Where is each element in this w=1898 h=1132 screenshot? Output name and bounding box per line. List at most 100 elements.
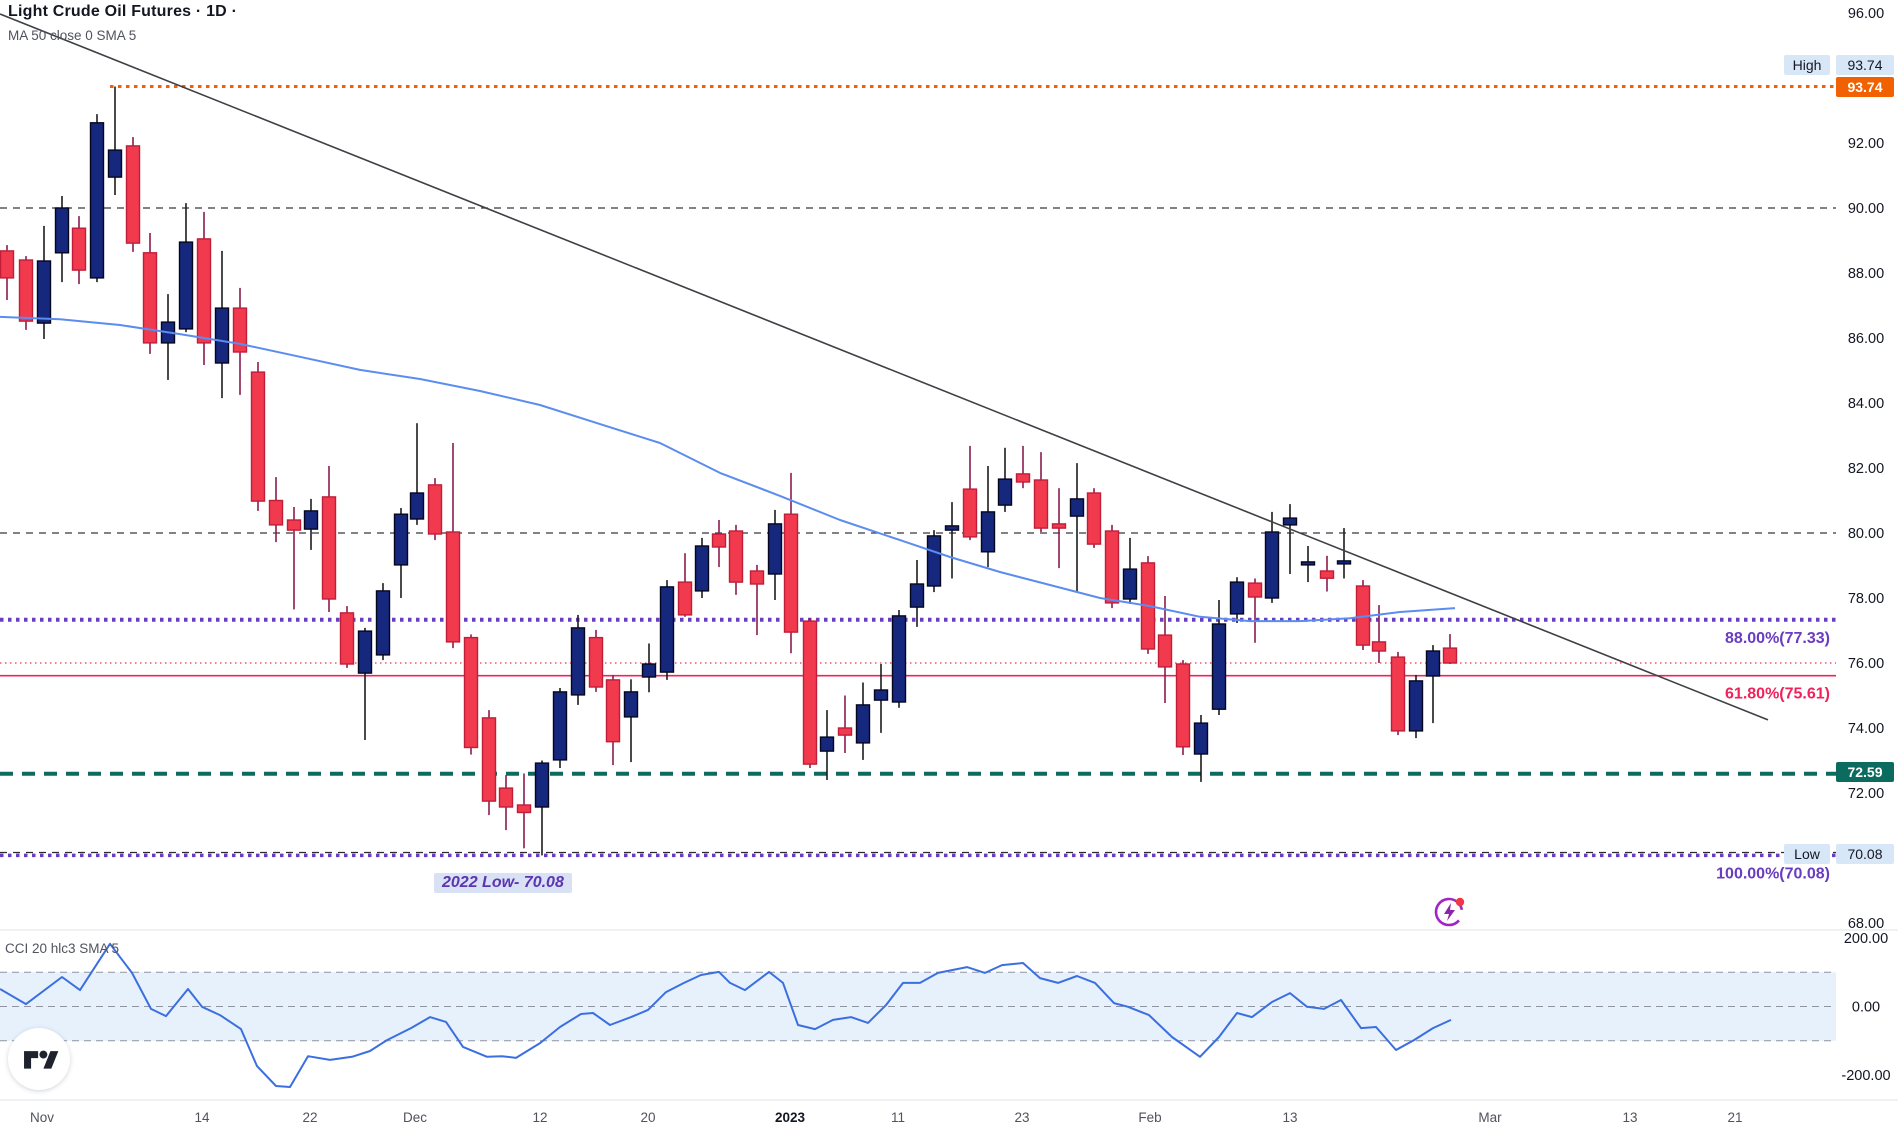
candle[interactable] xyxy=(36,225,52,339)
candle[interactable] xyxy=(1069,463,1085,593)
low-annotation-note[interactable]: 2022 Low- 70.08 xyxy=(434,873,572,893)
candle[interactable] xyxy=(178,203,194,333)
candle[interactable] xyxy=(873,664,889,733)
candle-body xyxy=(534,762,550,808)
candle[interactable] xyxy=(802,618,818,768)
candle[interactable] xyxy=(1282,504,1298,574)
candle[interactable] xyxy=(980,466,996,568)
candle[interactable] xyxy=(570,614,586,705)
candle-body xyxy=(711,533,727,548)
candle[interactable] xyxy=(1336,528,1352,579)
candle[interactable] xyxy=(1086,488,1102,548)
candle[interactable] xyxy=(1175,660,1191,755)
candle[interactable] xyxy=(481,710,497,816)
candle[interactable] xyxy=(1104,524,1120,609)
candle[interactable] xyxy=(891,610,907,708)
cci-indicator-legend[interactable]: CCI 20 hlc3 SMA 5 xyxy=(5,941,120,956)
candle[interactable] xyxy=(1319,555,1335,592)
time-axis[interactable]: Nov 14 22 Dec 12 20 2023 11 23 Feb 13 Mar 13 21 xyxy=(30,1110,1743,1125)
candle[interactable] xyxy=(1033,452,1049,532)
flash-ideas-button[interactable] xyxy=(1432,893,1468,929)
candle[interactable] xyxy=(552,688,568,768)
candle-body xyxy=(498,787,514,808)
candle[interactable] xyxy=(711,520,727,568)
candle[interactable] xyxy=(926,530,942,593)
candle[interactable] xyxy=(1390,651,1406,736)
candle[interactable] xyxy=(1408,675,1424,739)
candle[interactable] xyxy=(909,560,925,627)
candle[interactable] xyxy=(1442,634,1458,664)
candle[interactable] xyxy=(107,86,123,196)
candle[interactable] xyxy=(125,137,141,252)
candle[interactable] xyxy=(445,443,461,649)
candle[interactable] xyxy=(516,773,532,849)
candle[interactable] xyxy=(767,509,783,600)
candle[interactable] xyxy=(944,502,960,579)
candle-body xyxy=(214,307,230,364)
candle[interactable] xyxy=(749,564,765,636)
candle[interactable] xyxy=(623,679,639,763)
ma50-line[interactable] xyxy=(0,315,1456,623)
candle[interactable] xyxy=(71,216,87,285)
tradingview-logo[interactable] xyxy=(8,1028,70,1090)
candle[interactable] xyxy=(463,634,479,755)
price-axis-label: 76.00 xyxy=(1848,656,1884,672)
candle[interactable] xyxy=(0,245,15,300)
symbol-title[interactable]: Light Crude Oil Futures · 1D · xyxy=(8,3,238,20)
candle[interactable] xyxy=(1229,577,1245,623)
candle-body xyxy=(178,241,194,330)
candle-body xyxy=(1336,560,1352,565)
candle[interactable] xyxy=(250,362,266,511)
candle[interactable] xyxy=(498,775,514,831)
candle[interactable] xyxy=(196,211,212,365)
candle[interactable] xyxy=(339,606,355,668)
candle[interactable] xyxy=(321,466,337,612)
candle[interactable] xyxy=(1247,578,1263,643)
candle[interactable] xyxy=(160,294,176,380)
ma-indicator-legend[interactable]: MA 50 close 0 SMA 5 xyxy=(8,28,137,43)
candle[interactable] xyxy=(1051,488,1067,569)
candle[interactable] xyxy=(303,498,319,550)
candle[interactable] xyxy=(1193,715,1209,782)
candle[interactable] xyxy=(837,695,853,754)
candle[interactable] xyxy=(54,196,70,283)
candle[interactable] xyxy=(375,583,391,661)
candle[interactable] xyxy=(819,710,835,780)
candle[interactable] xyxy=(997,447,1013,512)
candle[interactable] xyxy=(268,477,284,543)
candle[interactable] xyxy=(286,507,302,610)
candle[interactable] xyxy=(534,760,550,856)
candle[interactable] xyxy=(89,114,105,283)
trend-line[interactable] xyxy=(0,13,1769,721)
candle[interactable] xyxy=(1355,580,1371,650)
candle[interactable] xyxy=(18,256,34,330)
candle[interactable] xyxy=(641,643,657,693)
candle[interactable] xyxy=(393,508,409,598)
candle[interactable] xyxy=(232,287,248,395)
candle[interactable] xyxy=(783,472,799,654)
candle[interactable] xyxy=(1425,645,1441,724)
candle[interactable] xyxy=(677,553,693,617)
candle[interactable] xyxy=(1300,546,1316,583)
candle[interactable] xyxy=(659,580,675,680)
candle[interactable] xyxy=(357,627,373,740)
candle[interactable] xyxy=(855,682,871,760)
price-axis[interactable]: 96.00 92.00 90.00 88.00 86.00 84.00 82.00 80.00… xyxy=(1848,6,1884,932)
candle[interactable] xyxy=(409,423,425,525)
cci-line[interactable] xyxy=(0,942,1452,1088)
price-axis-label: 96.00 xyxy=(1848,6,1884,22)
candle[interactable] xyxy=(1122,537,1138,604)
time-axis-label: 21 xyxy=(1727,1110,1742,1125)
candle[interactable] xyxy=(694,537,710,598)
candle[interactable] xyxy=(1157,596,1173,703)
candle[interactable] xyxy=(605,675,621,766)
candle[interactable] xyxy=(1264,511,1280,603)
candle[interactable] xyxy=(1015,445,1031,489)
candle[interactable] xyxy=(962,445,978,541)
candle[interactable] xyxy=(214,250,230,399)
cci-axis[interactable]: 200.00 0.00 -200.00 xyxy=(1841,931,1890,1084)
candle[interactable] xyxy=(588,629,604,692)
candle[interactable] xyxy=(427,478,443,541)
candle[interactable] xyxy=(142,233,158,354)
candle[interactable] xyxy=(728,524,744,595)
